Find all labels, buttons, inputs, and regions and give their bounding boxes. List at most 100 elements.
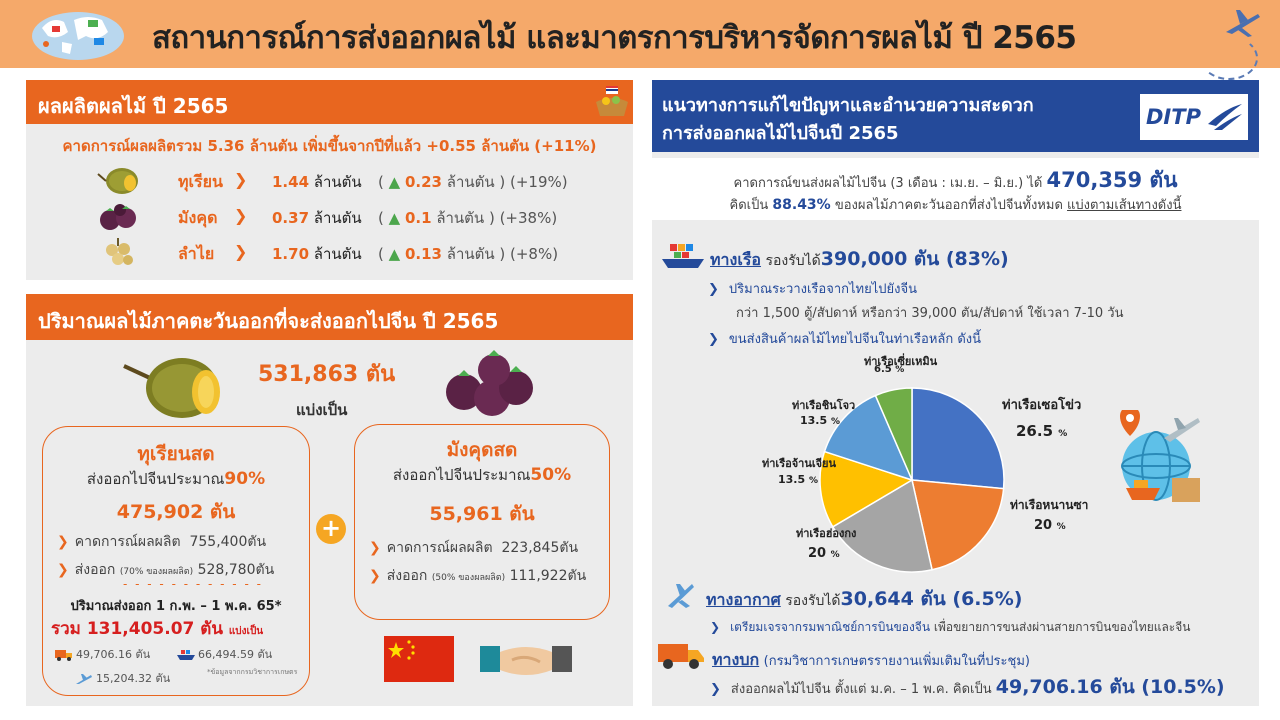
export-period: ปริมาณส่งออก 1 ก.พ. – 1 พ.ค. 65* <box>70 599 282 614</box>
production-summary: คาดการณ์ผลผลิตรวม 5.36 ล้านตัน เพิ่มขึ้น… <box>62 137 597 155</box>
production-title: ผลผลิตผลไม้ ปี 2565 <box>26 80 633 124</box>
chevron-right-icon: ❯ <box>57 534 69 550</box>
up-arrow-icon: ▲ <box>388 173 401 191</box>
land-route: ทางบก (กรมวิชาการเกษตรรายงานเพิ่มเติมในท… <box>712 648 1030 673</box>
truck-icon <box>55 650 72 661</box>
air-line1-highlight: เตรียมเจรจากรมพาณิชย์การบินของจีน <box>730 620 931 634</box>
land-note: (กรมวิชาการเกษตรรายงานเพิ่มเติมในที่ประช… <box>763 654 1030 669</box>
world-map-icon <box>32 12 124 60</box>
mangosteen-forecast-line: ❯ คาดการณ์ผลผลิต 223,845ตัน <box>369 537 578 559</box>
forecast-value: 223,845 <box>501 540 560 556</box>
unit: ตัน <box>255 562 275 578</box>
durian-export-share: ส่งออกไปจีนประมาณ90% <box>43 467 309 491</box>
pie-value-unit: % <box>808 476 819 486</box>
pie-slice-5 <box>874 387 913 481</box>
air-value: 30,644 ตัน (6.5%) <box>840 588 1023 610</box>
chevron-right-icon: ❯ <box>369 568 381 584</box>
solutions-panel: แนวทางการแก้ไขปัญหาและอำนวยความสะดวก การ… <box>652 80 1259 706</box>
chevron-right-icon: ❯ <box>708 332 719 347</box>
ditp-swoosh-icon <box>1208 104 1242 130</box>
forecast-text: คาดการณ์ขนส่งผลไม้ไปจีน (3 เดือน : เม.ย.… <box>733 176 1043 191</box>
fruit-amount-value: 0.37 <box>272 209 310 227</box>
share-text: ของผลไม้ภาคตะวันออกที่ส่งไปจีนทั้งหมด <box>834 198 1063 213</box>
chevron-right-icon: ❯ <box>234 242 248 261</box>
divider: - - - - - - - - - - - - <box>123 577 263 591</box>
share-prefix: ส่งออกไปจีนประมาณ <box>86 470 225 488</box>
land-line1: ❯ ส่งออกผลไม้ไปจีน ตั้งแต่ ม.ค. – 1 พ.ค. … <box>710 672 1225 702</box>
forecast-label: คาดการณ์ผลผลิต <box>74 534 181 550</box>
solutions-title-line2: การส่งออกผลไม้ไปจีนปี 2565 <box>662 123 899 144</box>
air-line1: ❯ เตรียมเจรจากรมพาณิชย์การบินของจีน เพื่อ… <box>710 618 1191 637</box>
land-value: 49,706.16 ตัน (10.5%) <box>995 676 1225 698</box>
fruit-amount-unit: ล้านตัน <box>313 245 362 263</box>
split-label: แบ่งเป็น <box>296 401 348 419</box>
fruit-name: ทุเรียน <box>178 172 223 191</box>
fruit-row-longan: ลำไย ❯ 1.70 ล้านตัน ( ▲ 0.13 ล้านตัน ) (… <box>96 236 616 270</box>
production-panel: ผลผลิตผลไม้ ปี 2565 คาดการณ์ผลผลิตรวม 5.… <box>26 80 633 280</box>
fruit-amount: 0.37 ล้านตัน <box>272 206 362 230</box>
fruit-name: ลำไย <box>178 244 215 263</box>
pie-value-qinzhou: 13.5 % <box>800 414 840 427</box>
data-source-note: *ข้อมูลจากกรมวิชาการเกษตร <box>207 668 298 676</box>
durian-forecast-line: ❯ คาดการณ์ผลผลิต 755,400ตัน <box>57 531 266 553</box>
sum-label: รวม <box>51 619 81 639</box>
land-line1-text: ส่งออกผลไม้ไปจีน ตั้งแต่ ม.ค. – 1 พ.ค. ค… <box>730 682 992 697</box>
pie-label-qinzhou: ท่าเรือชินโจว <box>792 399 856 412</box>
share-line: คิดเป็น 88.43% ของผลไม้ภาคตะวันออกที่ส่ง… <box>652 194 1259 215</box>
mangosteen-export-share: ส่งออกไปจีนประมาณ50% <box>355 463 609 487</box>
air-value: 15,204.32 ตัน <box>96 672 171 685</box>
fruit-change-pct: (+38%) <box>499 209 558 227</box>
pie-value-number: 20 <box>1034 518 1053 533</box>
fruit-amount-unit: ล้านตัน <box>313 173 362 191</box>
air-label: ทางอากาศ <box>706 590 781 609</box>
pie-value-unit: % <box>830 550 840 560</box>
plus-icon: + <box>316 514 346 544</box>
durian-card: ทุเรียนสด ส่งออกไปจีนประมาณ90% 475,902 ต… <box>42 426 310 696</box>
share-value: 90% <box>224 469 266 489</box>
handshake-icon <box>480 646 572 675</box>
sea-text: รองรับได้ <box>765 253 821 269</box>
pie-value-number: 6.5 <box>874 364 892 375</box>
share-link: แบ่งตามเส้นทางดังนี้ <box>1067 198 1182 213</box>
pie-label-nansha: ท่าเรือหนานซา <box>1010 498 1089 512</box>
sea-line2: กว่า 1,500 ตู้/สัปดาห์ หรือกว่า 39,000 ต… <box>736 306 1124 321</box>
pie-value-shekou: 26.5 % <box>1016 422 1067 440</box>
air-line1-rest: เพื่อขยายการขนส่งผ่านสายการบินของไทยและจ… <box>933 620 1191 634</box>
export-volume-panel: ปริมาณผลไม้ภาคตะวันออกที่จะส่งออกไปจีน ป… <box>26 294 633 706</box>
chevron-right-icon: ❯ <box>234 170 248 189</box>
fruit-basket-icon <box>596 86 628 116</box>
forecast-label: คาดการณ์ผลผลิต <box>386 540 493 556</box>
sum-value: 131,405.07 ตัน <box>86 619 223 639</box>
pie-value-hongkong: 20 % <box>808 546 840 561</box>
fruit-amount-value: 1.44 <box>272 173 310 191</box>
fruit-change-pct: (+8%) <box>510 245 559 263</box>
ditp-logo: DITP <box>1140 94 1248 140</box>
solutions-title-line1: แนวทางการแก้ไขปัญหาและอำนวยความสะดวก <box>662 95 1034 116</box>
share-prefix: คิดเป็น <box>729 198 769 213</box>
forecast-line: คาดการณ์ขนส่งผลไม้ไปจีน (3 เดือน : เม.ย.… <box>652 164 1259 197</box>
unit: ตัน <box>247 534 267 550</box>
fruit-amount-unit: ล้านตัน <box>313 209 362 227</box>
chevron-right-icon: ❯ <box>710 620 721 634</box>
fruit-change-value: 0.23 <box>404 173 442 191</box>
fruit-change: ( ▲ 0.23 ล้านตัน ) (+19%) <box>378 173 568 191</box>
sum-suffix: แบ่งเป็น <box>228 626 264 637</box>
fruit-change-value: 0.13 <box>404 245 442 263</box>
pie-value-number: 13.5 <box>800 414 828 427</box>
export-sum: รวม 131,405.07 ตัน แบ่งเป็น <box>51 615 263 642</box>
flight-path-decoration <box>1200 36 1258 80</box>
pie-slice-1 <box>911 479 1005 571</box>
export-note: (70% ของผลผลิต) <box>119 567 194 577</box>
pie-label-hongkong: ท่าเรือฮ่องกง <box>796 527 857 540</box>
forecast-box: คาดการณ์ขนส่งผลไม้ไปจีน (3 เดือน : เม.ย.… <box>652 158 1259 220</box>
airplane-icon <box>668 584 694 608</box>
land-label: ทางบก <box>712 650 760 669</box>
truck-value: 49,706.16 ตัน <box>76 648 151 661</box>
airplane-icon <box>1226 10 1260 37</box>
pie-label-xiamen: ท่าเรือเซี่ยเหมิน <box>864 355 938 368</box>
sea-line3: ❯ ขนส่งสินค้าผลไม้ไทยไปจีนในท่าเรือหลัก ด… <box>708 328 981 349</box>
pie-slice-0 <box>911 387 1005 490</box>
durian-total: 475,902 ตัน <box>116 501 236 523</box>
sea-line1: ❯ ปริมาณระวางเรือจากไทยไปยังจีน <box>708 278 917 299</box>
solutions-title-bar: แนวทางการแก้ไขปัญหาและอำนวยความสะดวก การ… <box>652 80 1259 152</box>
